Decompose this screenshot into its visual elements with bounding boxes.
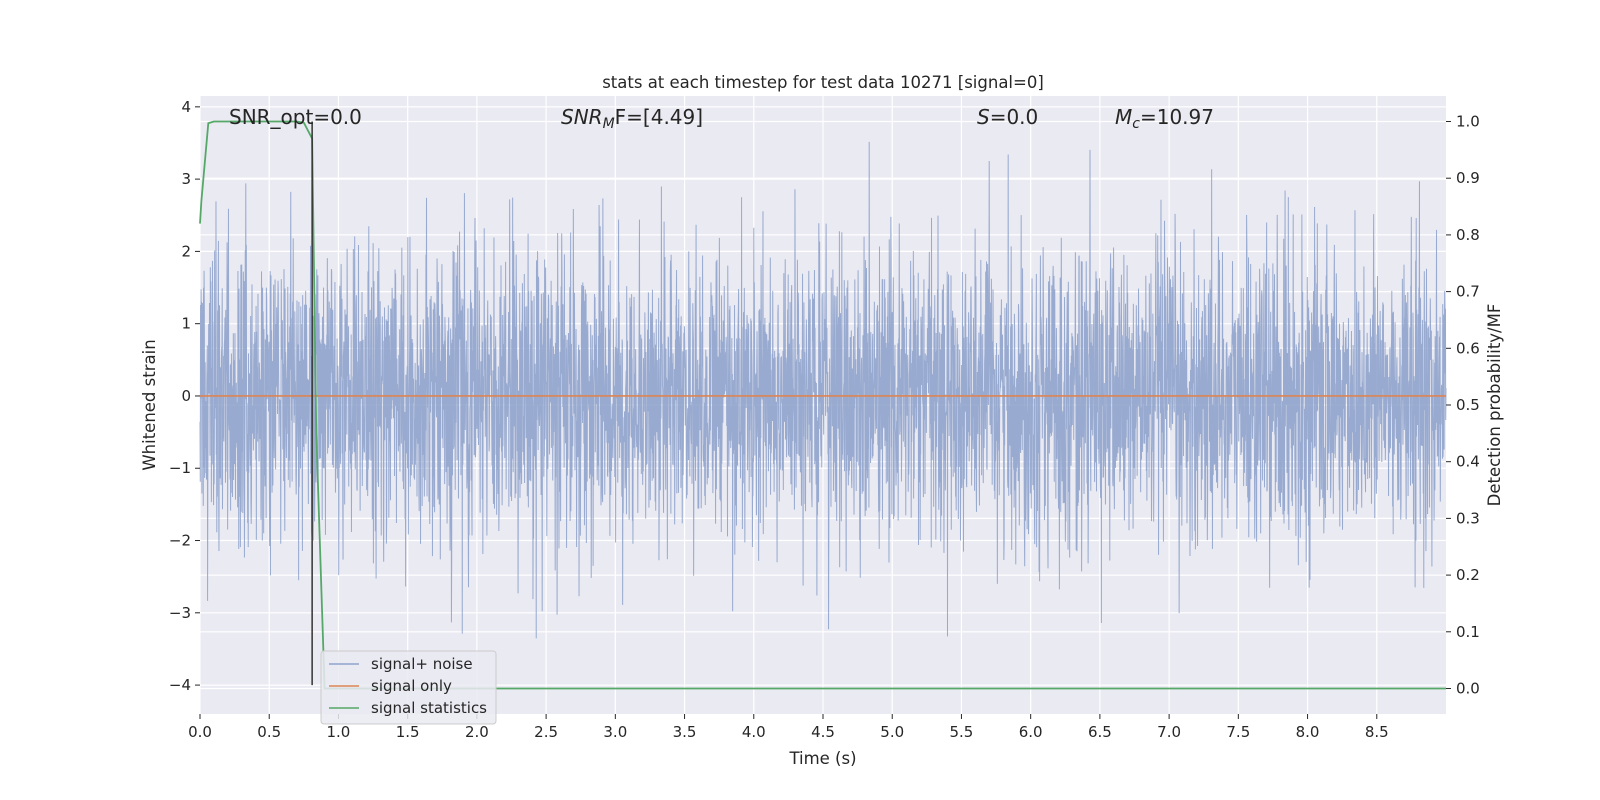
x-tick-label: 2.0 — [465, 723, 489, 741]
y2-tick-label: 0.8 — [1456, 226, 1480, 244]
y-tick-label: −4 — [169, 676, 191, 694]
y2-tick-label: 0.2 — [1456, 566, 1480, 584]
y2-tick-label: 0.9 — [1456, 169, 1480, 187]
x-axis-label: Time (s) — [788, 749, 856, 768]
x-tick-label: 5.0 — [880, 723, 904, 741]
x-tick-label: 6.5 — [1088, 723, 1112, 741]
x-tick-label: 0.5 — [257, 723, 281, 741]
legend-label-signal: signal only — [371, 677, 452, 695]
x-tick-label: 7.5 — [1226, 723, 1250, 741]
x-tick-label: 3.5 — [673, 723, 697, 741]
x-tick-label: 2.5 — [534, 723, 558, 741]
y2-tick-label: 0.0 — [1456, 679, 1480, 697]
y2-axis-label: Detection probability/MF — [1485, 304, 1504, 507]
y-tick-label: 2 — [181, 242, 191, 260]
y2-tick-labels: 1.0 0.9 0.8 0.7 0.6 0.5 0.4 0.3 0.2 0.1 0.0 — [1446, 113, 1480, 697]
y-tick-labels: 4 3 2 1 0 −1 −2 −3 −4 — [169, 98, 200, 694]
y2-tick-label: 0.4 — [1456, 453, 1480, 471]
x-tick-label: 4.5 — [811, 723, 835, 741]
x-tick-label: 1.5 — [396, 723, 420, 741]
chart-title: stats at each timestep for test data 102… — [602, 73, 1044, 92]
annotation-s: S=0.0 — [977, 105, 1038, 129]
legend-label-noise: signal+ noise — [371, 655, 473, 673]
legend-box — [320, 650, 497, 725]
x-tick-labels: 0.0 0.5 1.0 1.5 2.0 2.5 3.0 3.5 4.0 4.5 5.0 5.5 6.0 6… — [188, 714, 1389, 741]
noise-line — [199, 141, 1447, 639]
x-tick-label: 8.0 — [1296, 723, 1320, 741]
series-signal-noise — [199, 141, 1447, 639]
y2-tick-label: 0.7 — [1456, 283, 1480, 301]
y2-tick-label: 0.5 — [1456, 396, 1480, 414]
y2-tick-label: 0.6 — [1456, 339, 1480, 357]
y-tick-label: 3 — [181, 170, 191, 188]
legend-label-stats: signal statistics — [371, 699, 487, 717]
x-tick-label: 4.0 — [742, 723, 766, 741]
y-tick-label: 4 — [181, 98, 191, 116]
x-tick-label: 8.5 — [1365, 723, 1389, 741]
y2-tick-label: 0.1 — [1456, 623, 1480, 641]
y-tick-label: 0 — [181, 387, 191, 405]
y-tick-label: −3 — [169, 604, 191, 622]
x-tick-label: 1.0 — [327, 723, 351, 741]
x-tick-label: 5.5 — [950, 723, 974, 741]
annotation-snr-mf: SNRMF=[4.49] — [561, 105, 703, 132]
annotation-mc: Mc=10.97 — [1115, 105, 1214, 132]
y-tick-label: −2 — [169, 532, 191, 550]
y2-tick-label: 0.3 — [1456, 509, 1480, 527]
y-tick-label: 1 — [181, 315, 191, 333]
y-tick-label: −1 — [169, 459, 191, 477]
y2-tick-label: 1.0 — [1456, 113, 1480, 131]
x-tick-label: 3.0 — [603, 723, 627, 741]
x-tick-label: 7.0 — [1157, 723, 1181, 741]
annotation-snr-opt: SNR_opt=0.0 — [229, 105, 362, 129]
x-tick-label: 0.0 — [188, 723, 212, 741]
y-axis-label: Whitened strain — [140, 339, 159, 470]
legend: signal+ noise signal only signal statist… — [320, 650, 497, 725]
x-tick-label: 6.0 — [1019, 723, 1043, 741]
